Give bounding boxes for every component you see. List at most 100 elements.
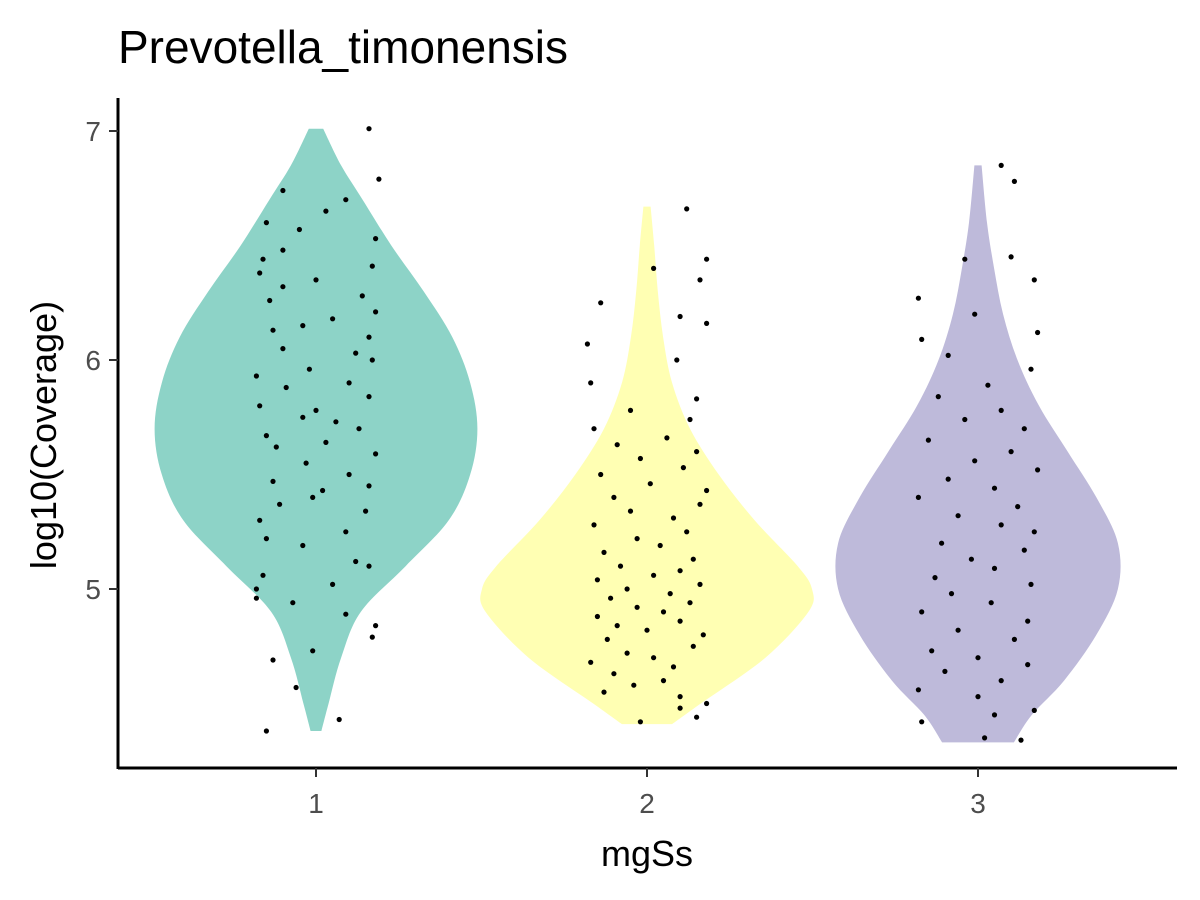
data-point-1 [323,439,329,445]
data-point-1 [257,517,263,523]
ticks-layer: 1 2 3 5 6 7 [85,116,985,819]
violin-1 [154,128,478,731]
data-point-1 [333,419,339,425]
y-tick-label-6: 6 [85,345,101,376]
data-point-2 [614,623,620,629]
data-point-1 [300,542,306,549]
data-point-1 [280,284,286,290]
data-point-2 [687,600,693,606]
data-point-1 [356,426,362,432]
data-point-2 [627,407,634,413]
data-point-1 [253,595,259,601]
data-point-3 [991,712,998,718]
data-point-3 [968,556,975,562]
data-point-2 [697,581,703,588]
data-point-2 [677,694,683,700]
data-point-1 [263,220,269,226]
violin-3 [835,165,1121,743]
data-point-2 [634,536,640,542]
data-point-3 [1028,581,1034,588]
data-point-2 [670,515,677,521]
data-point-1 [373,309,379,315]
data-point-2 [651,655,657,661]
data-point-1 [369,263,375,269]
data-point-2 [657,542,663,549]
data-point-3 [932,575,938,581]
data-point-3 [919,336,925,342]
data-point-2 [601,549,607,556]
data-point-3 [991,565,998,572]
data-point-2 [684,206,690,212]
data-point-2 [608,595,614,601]
data-point-2 [694,714,700,720]
data-point-3 [1035,467,1041,473]
x-axis-title: mgSs [601,833,693,874]
data-point-1 [260,572,266,578]
data-point-2 [637,455,644,462]
data-point-2 [588,659,594,665]
data-point-2 [601,689,607,695]
data-point-1 [336,716,342,723]
data-point-2 [677,618,683,624]
data-point-1 [260,256,266,262]
data-point-1 [253,373,259,379]
data-point-1 [263,728,269,734]
data-point-3 [998,162,1004,168]
data-point-2 [594,613,601,620]
data-point-2 [690,643,696,649]
data-point-2 [684,529,690,535]
data-point-1 [366,334,372,340]
data-point-1 [306,366,312,372]
data-point-2 [694,396,700,402]
data-point-1 [313,277,319,283]
data-point-1 [330,316,336,322]
data-point-1 [343,529,349,535]
data-point-2 [697,501,703,507]
data-point-3 [998,407,1004,413]
data-point-2 [687,416,693,423]
data-point-3 [915,295,922,301]
data-point-1 [376,176,382,182]
data-point-2 [694,449,700,455]
data-point-2 [704,487,710,494]
data-point-3 [919,609,925,615]
data-point-3 [1031,277,1037,283]
data-point-2 [700,632,706,638]
x-tick-label-3: 3 [970,788,986,819]
data-point-3 [1025,618,1031,624]
data-point-1 [277,501,283,507]
data-point-2 [667,591,673,597]
data-point-1 [313,407,319,413]
x-tick-label-2: 2 [639,788,655,819]
data-point-1 [373,623,379,629]
data-point-1 [353,350,359,356]
data-point-2 [584,341,591,347]
data-point-2 [598,471,604,478]
data-point-2 [614,442,620,448]
data-point-1 [343,197,349,203]
data-point-3 [988,600,994,606]
data-point-1 [310,648,316,654]
data-point-1 [257,403,263,409]
data-point-1 [296,226,302,233]
data-point-1 [366,483,372,489]
data-point-2 [704,256,710,262]
data-point-1 [267,297,273,304]
data-point-1 [366,394,372,400]
data-point-2 [690,556,696,562]
data-point-1 [373,451,379,457]
data-point-2 [598,300,604,306]
data-point-1 [253,586,259,592]
data-point-1 [366,563,372,569]
data-point-1 [373,236,379,242]
data-point-3 [972,458,978,464]
data-point-3 [955,627,961,633]
data-point-1 [323,208,329,214]
data-point-3 [1011,178,1018,184]
data-point-1 [270,327,276,333]
data-point-1 [363,508,369,514]
data-point-2 [670,664,677,670]
data-point-2 [637,719,644,725]
data-point-1 [346,380,352,386]
